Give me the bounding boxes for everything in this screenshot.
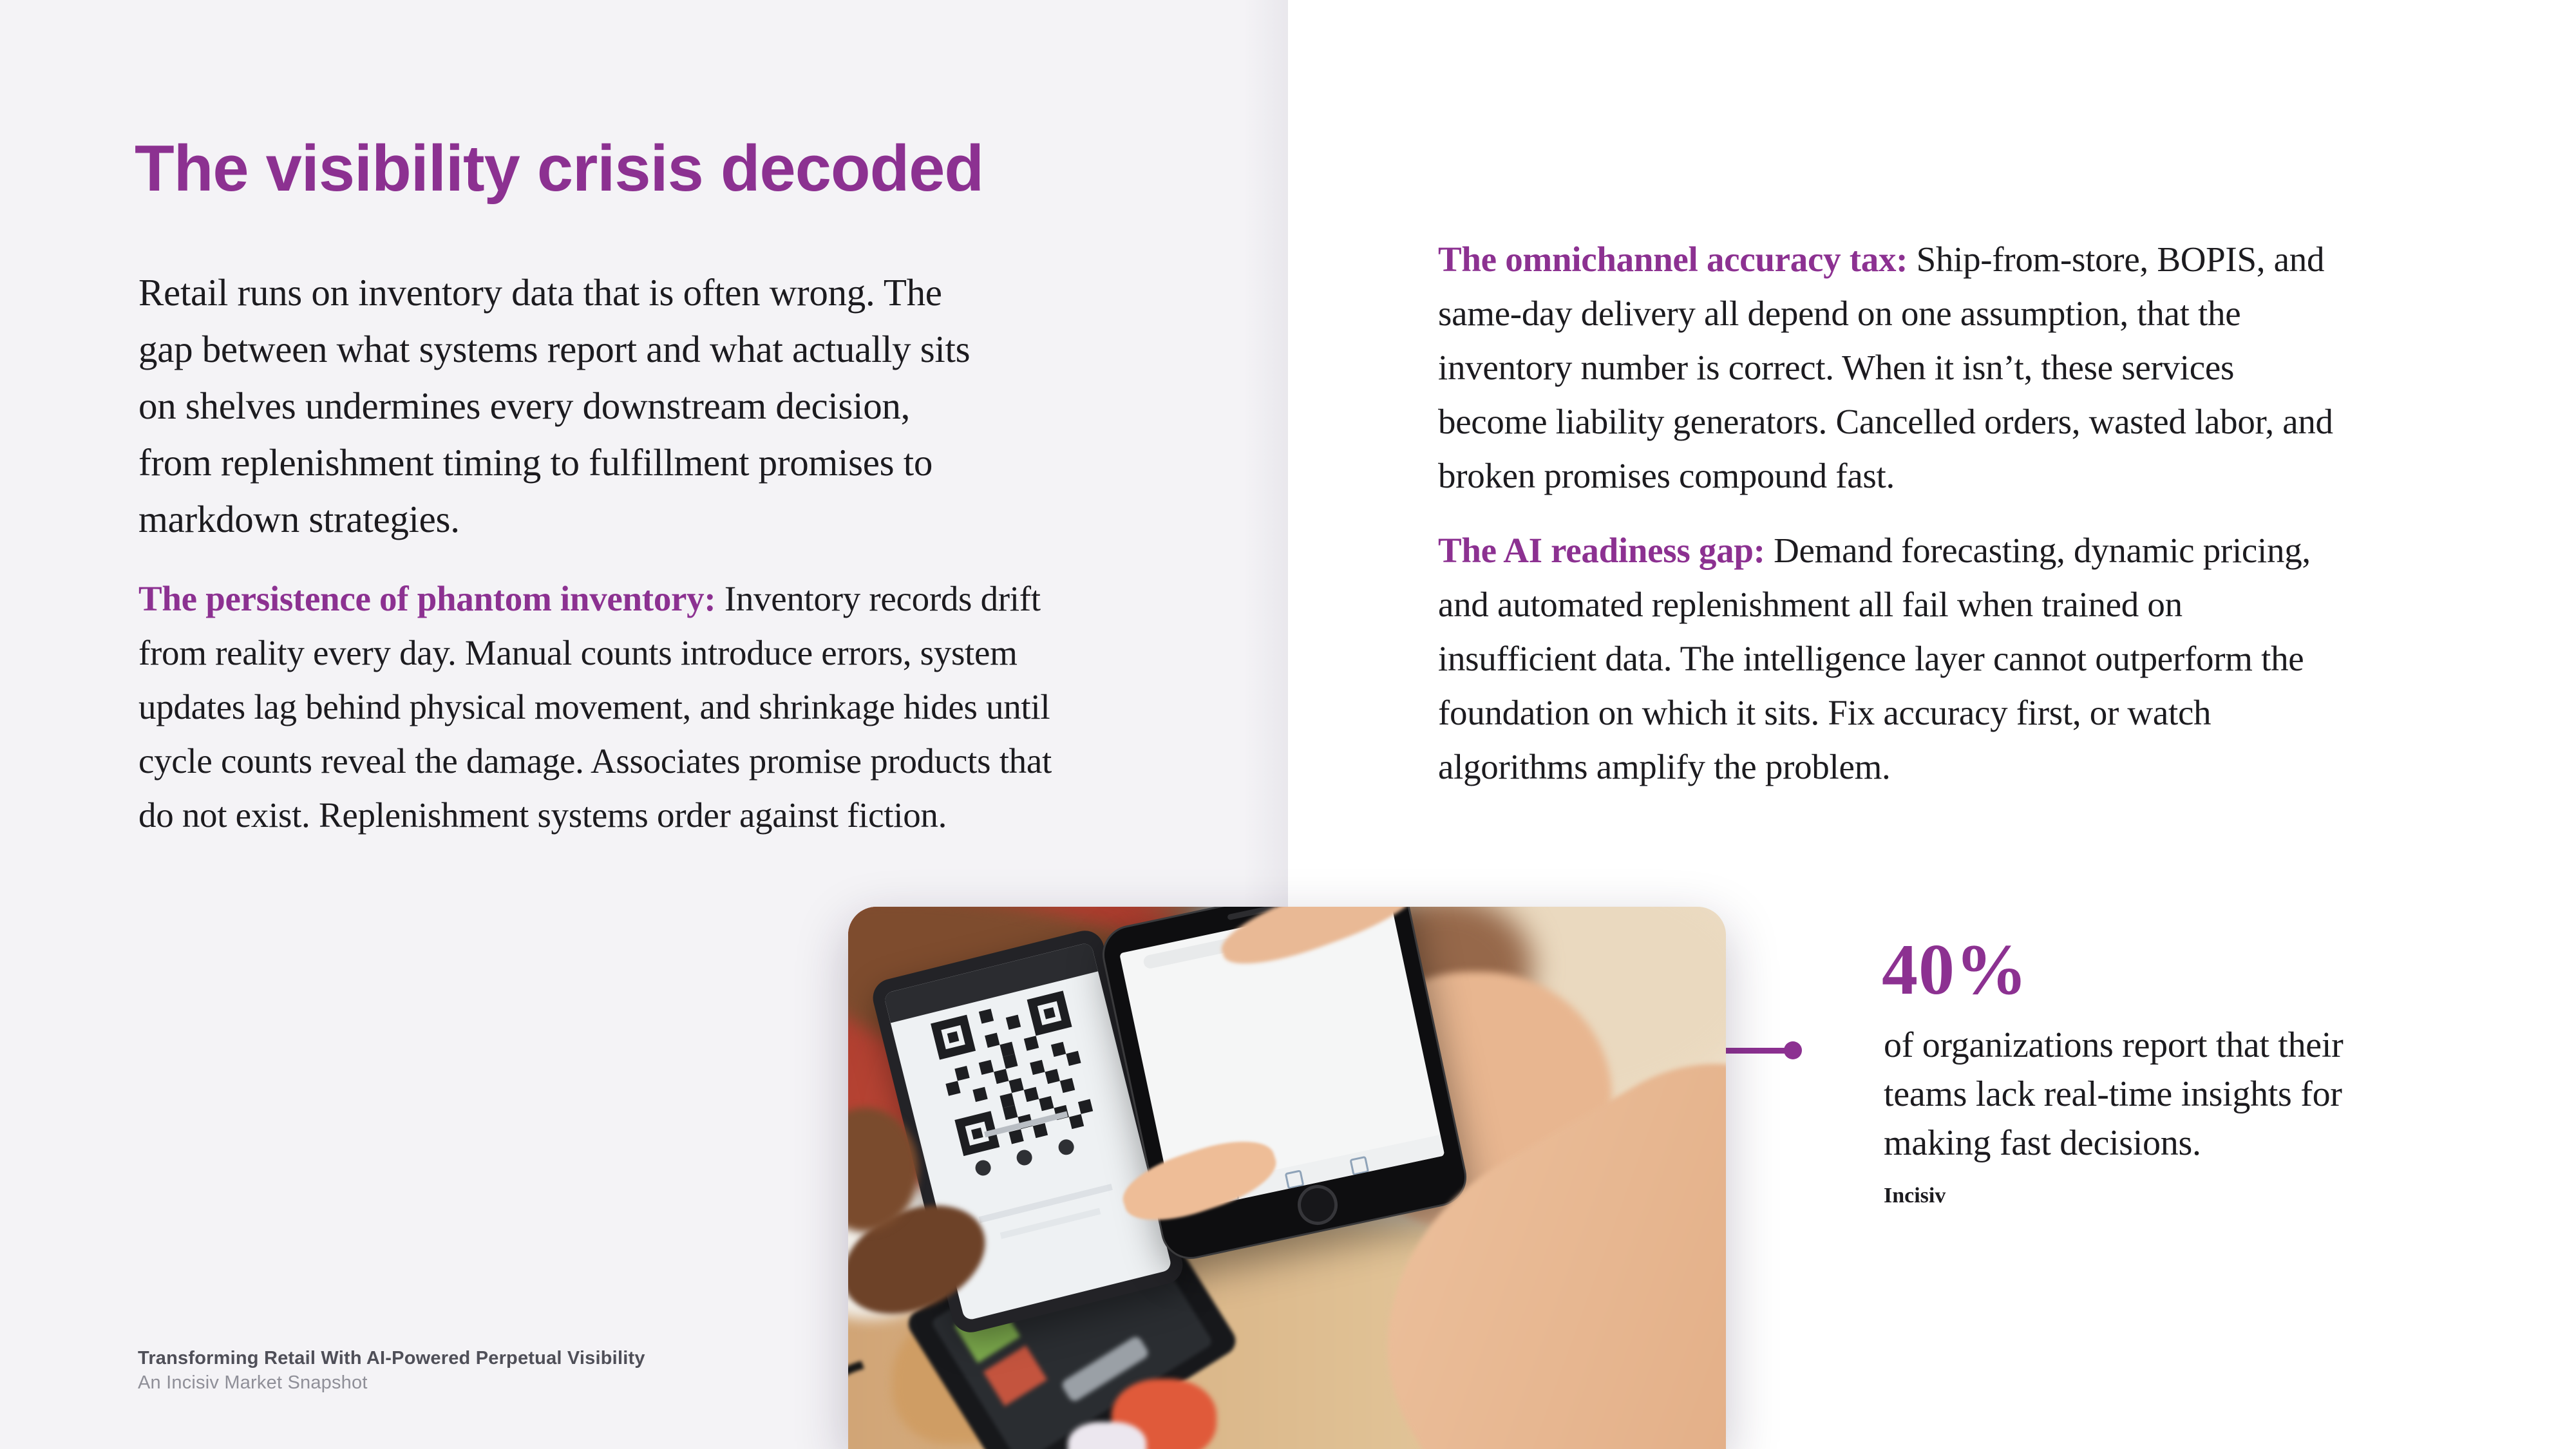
- phantom-inventory-paragraph: The persistence of phantom inventory: In…: [138, 572, 1220, 842]
- ai-readiness-lead: The AI readiness gap:: [1438, 531, 1765, 570]
- omnichannel-paragraph: The omnichannel accuracy tax: Ship-from-…: [1438, 232, 2552, 503]
- payment-photo: [848, 907, 1726, 1449]
- intro-text: Retail runs on inventory data that is of…: [138, 271, 971, 540]
- stat-source: Incisiv: [1884, 1184, 1946, 1208]
- photo-qr-phone-dot: [1057, 1138, 1076, 1157]
- photo-qr-phone-screen: [884, 942, 1173, 1321]
- stat-connector-dot: [1784, 1041, 1802, 1059]
- photo-white-toy: [1067, 1421, 1147, 1449]
- photo-qr-phone: [869, 927, 1188, 1337]
- footer: Transforming Retail With AI-Powered Perp…: [138, 1346, 645, 1395]
- omnichannel-lead: The omnichannel accuracy tax:: [1438, 240, 1908, 279]
- intro-paragraph: Retail runs on inventory data that is of…: [138, 264, 1220, 547]
- footer-report-title: Transforming Retail With AI-Powered Perp…: [138, 1348, 645, 1368]
- stat-value: 40%: [1882, 930, 2028, 1010]
- photo-qr-phone-dot: [974, 1159, 993, 1178]
- page-title: The visibility crisis decoded: [135, 133, 984, 205]
- photo-iphone-toolbar-icon: [1284, 1170, 1305, 1190]
- stat-text: of organizations report that their teams…: [1884, 1025, 2344, 1163]
- phantom-inventory-text: Inventory records drift from reality eve…: [138, 579, 1052, 835]
- omnichannel-text: Ship-from-store, BOPIS, and same-day del…: [1438, 240, 2333, 495]
- photo-qr-phone-text-bar: [979, 1184, 1113, 1224]
- footer-report-subtitle: An Incisiv Market Snapshot: [138, 1372, 368, 1393]
- photo-iphone-toolbar-icon: [1349, 1156, 1370, 1176]
- qr-code: [931, 990, 1094, 1157]
- photo-iphone-home-button: [1293, 1181, 1341, 1229]
- ai-readiness-paragraph: The AI readiness gap: Demand forecasting…: [1438, 524, 2552, 794]
- stat-connector-line: [1705, 1048, 1785, 1054]
- phantom-inventory-lead: The persistence of phantom inventory:: [138, 579, 716, 618]
- photo-qr-phone-dot: [1016, 1148, 1035, 1168]
- ai-readiness-text: Demand forecasting, dynamic pricing, and…: [1438, 531, 2311, 786]
